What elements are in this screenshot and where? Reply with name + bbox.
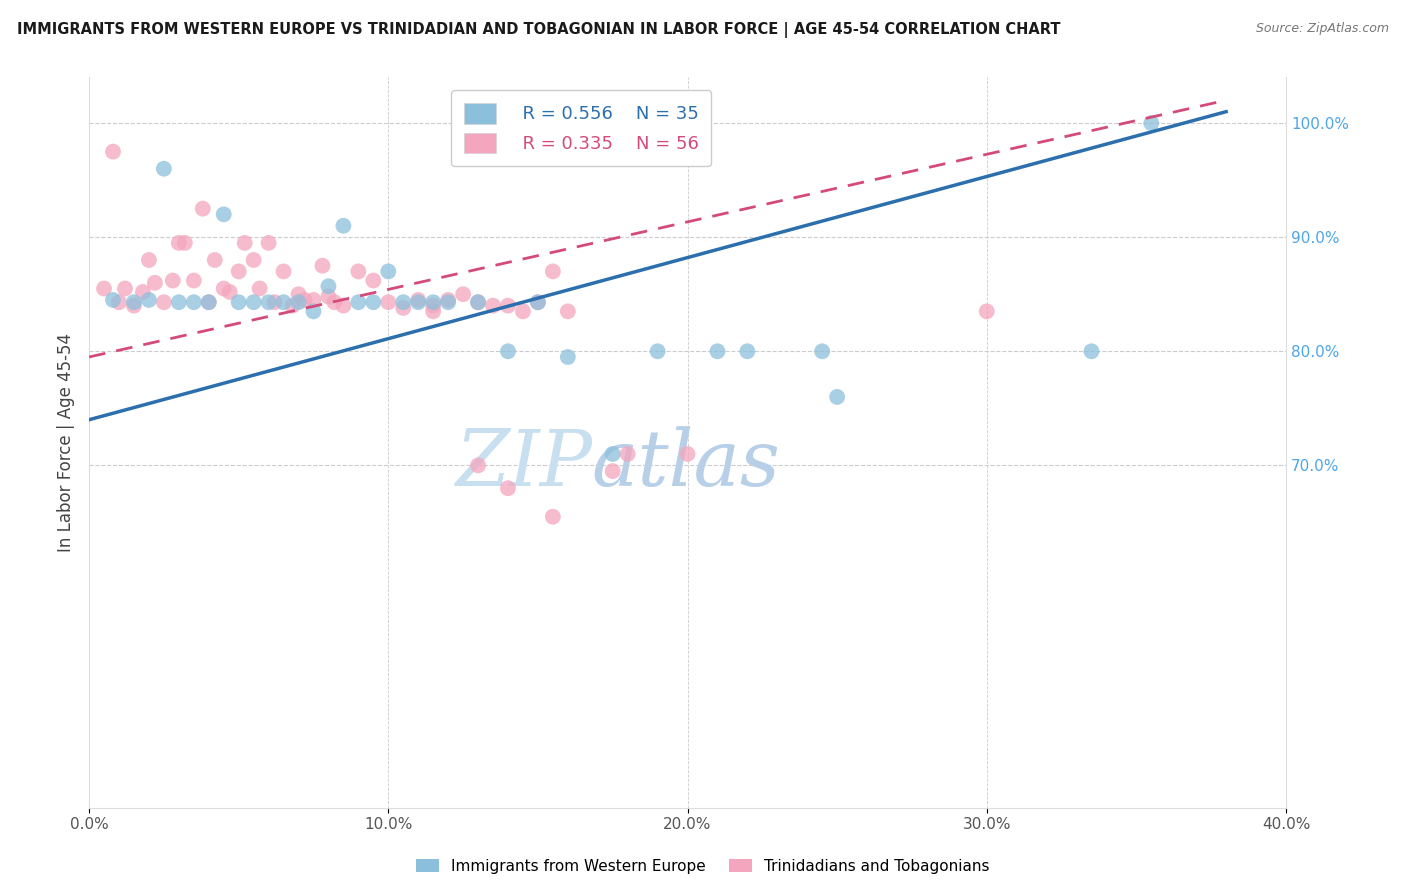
Point bbox=[647, 344, 669, 359]
Point bbox=[512, 304, 534, 318]
Point bbox=[183, 295, 205, 310]
Point bbox=[323, 295, 346, 310]
Point bbox=[257, 295, 280, 310]
Point bbox=[311, 259, 333, 273]
Point bbox=[101, 293, 124, 307]
Point bbox=[482, 299, 505, 313]
Point bbox=[122, 299, 145, 313]
Point bbox=[138, 252, 160, 267]
Point bbox=[406, 295, 429, 310]
Point bbox=[392, 295, 415, 310]
Point bbox=[257, 235, 280, 250]
Y-axis label: In Labor Force | Age 45-54: In Labor Force | Age 45-54 bbox=[58, 333, 75, 552]
Point bbox=[422, 304, 444, 318]
Point bbox=[557, 350, 579, 364]
Point bbox=[332, 299, 354, 313]
Point bbox=[496, 344, 519, 359]
Point bbox=[287, 287, 309, 301]
Point bbox=[228, 295, 250, 310]
Text: ZIP: ZIP bbox=[454, 426, 592, 502]
Text: Source: ZipAtlas.com: Source: ZipAtlas.com bbox=[1256, 22, 1389, 36]
Point bbox=[138, 293, 160, 307]
Text: IMMIGRANTS FROM WESTERN EUROPE VS TRINIDADIAN AND TOBAGONIAN IN LABOR FORCE | AG: IMMIGRANTS FROM WESTERN EUROPE VS TRINID… bbox=[17, 22, 1060, 38]
Point bbox=[249, 281, 271, 295]
Point bbox=[273, 295, 295, 310]
Point bbox=[132, 285, 155, 299]
Point bbox=[527, 295, 550, 310]
Point bbox=[233, 235, 256, 250]
Point bbox=[228, 264, 250, 278]
Point bbox=[377, 264, 399, 278]
Point bbox=[602, 464, 624, 478]
Point bbox=[706, 344, 728, 359]
Point bbox=[263, 295, 285, 310]
Point bbox=[737, 344, 759, 359]
Point bbox=[108, 295, 131, 310]
Point bbox=[406, 293, 429, 307]
Point bbox=[273, 264, 295, 278]
Point bbox=[825, 390, 848, 404]
Point bbox=[541, 509, 564, 524]
Point bbox=[422, 295, 444, 310]
Point bbox=[204, 252, 226, 267]
Point bbox=[676, 447, 699, 461]
Point bbox=[153, 295, 176, 310]
Point bbox=[527, 295, 550, 310]
Point bbox=[363, 295, 385, 310]
Legend: Immigrants from Western Europe, Trinidadians and Tobagonians: Immigrants from Western Europe, Trinidad… bbox=[411, 853, 995, 880]
Point bbox=[377, 295, 399, 310]
Point bbox=[437, 295, 460, 310]
Point bbox=[976, 304, 998, 318]
Point bbox=[167, 295, 190, 310]
Point bbox=[467, 295, 489, 310]
Point bbox=[183, 274, 205, 288]
Point bbox=[162, 274, 184, 288]
Point bbox=[114, 281, 136, 295]
Point bbox=[197, 295, 219, 310]
Point bbox=[212, 281, 235, 295]
Point bbox=[294, 293, 316, 307]
Point bbox=[1140, 116, 1163, 130]
Point bbox=[302, 304, 325, 318]
Point bbox=[242, 295, 264, 310]
Point bbox=[153, 161, 176, 176]
Point bbox=[332, 219, 354, 233]
Point bbox=[616, 447, 638, 461]
Point bbox=[242, 252, 264, 267]
Point bbox=[93, 281, 115, 295]
Text: atlas: atlas bbox=[592, 426, 780, 502]
Point bbox=[557, 304, 579, 318]
Point bbox=[218, 285, 240, 299]
Point bbox=[191, 202, 214, 216]
Point bbox=[392, 301, 415, 315]
Point bbox=[173, 235, 195, 250]
Point bbox=[811, 344, 834, 359]
Point bbox=[467, 295, 489, 310]
Point bbox=[1080, 344, 1102, 359]
Point bbox=[541, 264, 564, 278]
Point bbox=[318, 279, 340, 293]
Point bbox=[347, 264, 370, 278]
Point bbox=[422, 299, 444, 313]
Legend:   R = 0.556    N = 35,   R = 0.335    N = 56: R = 0.556 N = 35, R = 0.335 N = 56 bbox=[451, 90, 711, 166]
Point bbox=[197, 295, 219, 310]
Point bbox=[212, 207, 235, 221]
Point bbox=[347, 295, 370, 310]
Point bbox=[496, 299, 519, 313]
Point bbox=[451, 287, 474, 301]
Point bbox=[122, 295, 145, 310]
Point bbox=[302, 293, 325, 307]
Point bbox=[143, 276, 166, 290]
Point bbox=[437, 293, 460, 307]
Point bbox=[602, 447, 624, 461]
Point bbox=[318, 289, 340, 303]
Point bbox=[287, 295, 309, 310]
Point bbox=[281, 299, 304, 313]
Point bbox=[467, 458, 489, 473]
Point bbox=[101, 145, 124, 159]
Point bbox=[363, 274, 385, 288]
Point bbox=[496, 481, 519, 495]
Point bbox=[167, 235, 190, 250]
